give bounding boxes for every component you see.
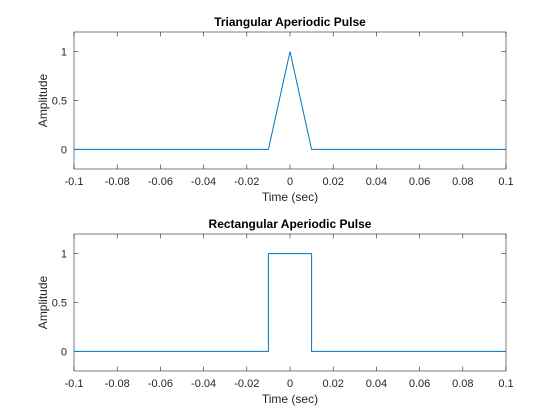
x-axis-label: Time (sec)	[262, 190, 318, 204]
y-tick-label: 0.5	[52, 96, 67, 108]
y-tick-label: 0	[61, 346, 67, 358]
rectangular-pulse-subplot: Rectangular Aperiodic Pulse -0.1 -0.08 -0.…	[36, 217, 514, 406]
x-tick-label: -0.06	[148, 176, 173, 188]
plot-area	[73, 31, 507, 170]
triangular-pulse-subplot: Triangular Aperiodic Pulse -0.1 -0.08 -0.0…	[36, 15, 514, 204]
x-tick-label: -0.02	[234, 378, 259, 390]
x-tick-label: -0.08	[105, 378, 130, 390]
x-tick-label: 0.1	[498, 176, 513, 188]
x-tick-label: -0.02	[234, 176, 259, 188]
x-tick-label: 0	[287, 378, 293, 390]
chart-title: Triangular Aperiodic Pulse	[214, 15, 366, 29]
series-line	[74, 51, 506, 150]
y-tick-label: 1	[61, 47, 67, 59]
x-tick-label: 0.08	[452, 176, 473, 188]
series-line	[74, 253, 506, 352]
x-tick-label: -0.04	[191, 378, 216, 390]
chart-title: Rectangular Aperiodic Pulse	[209, 217, 372, 231]
x-tick-label: 0.04	[366, 378, 387, 390]
y-axis-label: Amplitude	[36, 276, 50, 330]
x-tick-label: -0.06	[148, 378, 173, 390]
x-tick-label: 0.06	[409, 176, 430, 188]
y-tick-label: 1	[61, 249, 67, 261]
x-tick-label: -0.1	[65, 176, 84, 188]
x-axis-label: Time (sec)	[262, 392, 318, 406]
x-tick-label: 0.02	[322, 176, 343, 188]
y-tick-label: 0	[61, 144, 67, 156]
x-ticks: -0.1 -0.08 -0.06 -0.04 -0.02 0 0.02 0.04 0.06 0.0…	[65, 32, 514, 188]
x-tick-label: 0	[287, 176, 293, 188]
x-tick-label: 0.06	[409, 378, 430, 390]
y-axis-label: Amplitude	[36, 74, 50, 128]
x-tick-label: 0.1	[498, 378, 513, 390]
x-tick-label: 0.04	[366, 176, 387, 188]
x-tick-label: 0.08	[452, 378, 473, 390]
plot-area	[73, 233, 507, 372]
x-ticks: -0.1 -0.08 -0.06 -0.04 -0.02 0 0.02 0.04 0.06 0.0…	[65, 234, 514, 390]
x-tick-label: -0.08	[105, 176, 130, 188]
y-tick-label: 0.5	[52, 298, 67, 310]
x-tick-label: -0.04	[191, 176, 216, 188]
x-tick-label: 0.02	[322, 378, 343, 390]
x-tick-label: -0.1	[65, 378, 84, 390]
